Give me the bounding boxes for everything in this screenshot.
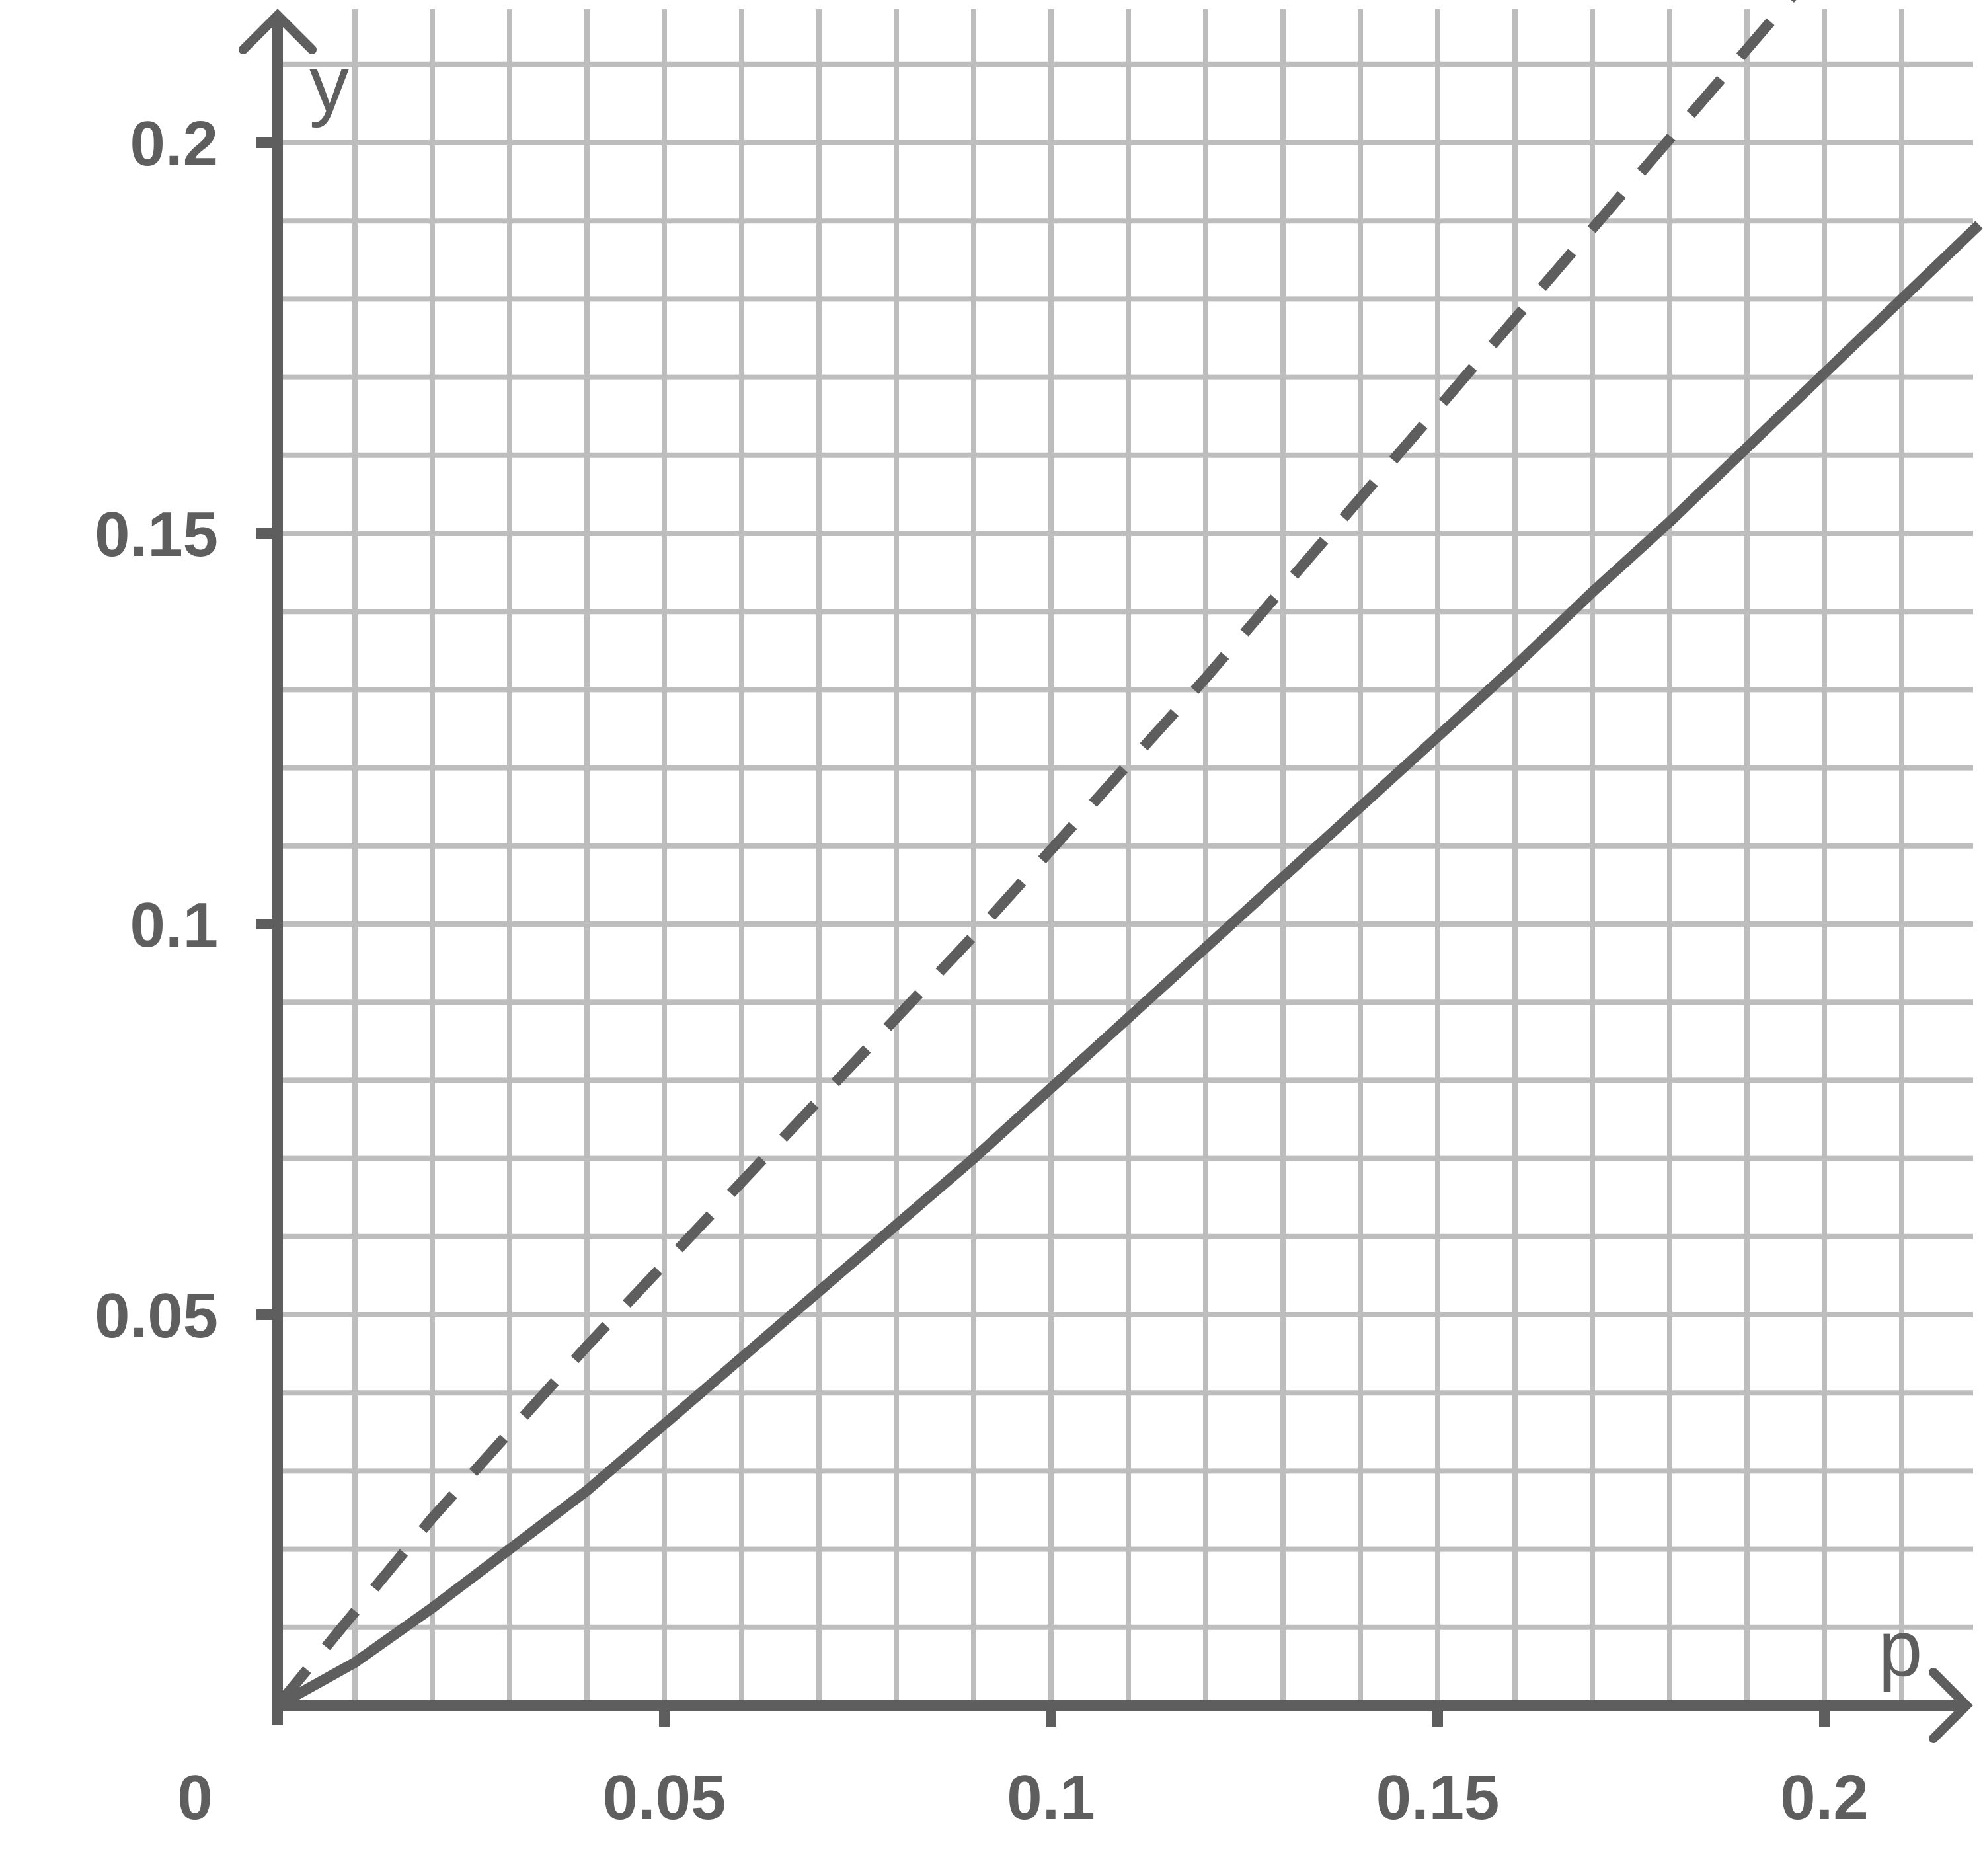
y-axis-label: y	[309, 40, 349, 128]
x-axis-label: p	[1879, 1604, 1923, 1693]
series-line-dashed	[273, 0, 1797, 1709]
x-tick-label: 0.2	[1780, 1762, 1868, 1833]
y-axis-arrowhead	[239, 9, 317, 54]
y-tick-label: 0.05	[95, 1280, 218, 1351]
axes	[239, 9, 1973, 1743]
grid	[278, 9, 1973, 1705]
x-axis-arrowhead	[1929, 1668, 1973, 1743]
x-tick-label: 0.15	[1376, 1762, 1500, 1833]
y-tick-label: 0.2	[130, 108, 218, 179]
ticks: 0.05 0.1 0.15 0.2 0.05 0.1 0.15 0.2	[95, 108, 1869, 1833]
y-tick-label: 0.1	[130, 890, 218, 960]
series-layer	[273, 0, 1983, 1710]
x-tick-label: 0.1	[1007, 1762, 1095, 1833]
y-tick-label: 0.15	[95, 499, 218, 570]
series-line-solid	[275, 221, 1983, 1710]
origin-label: 0	[177, 1762, 212, 1833]
x-tick-label: 0.05	[603, 1762, 726, 1833]
